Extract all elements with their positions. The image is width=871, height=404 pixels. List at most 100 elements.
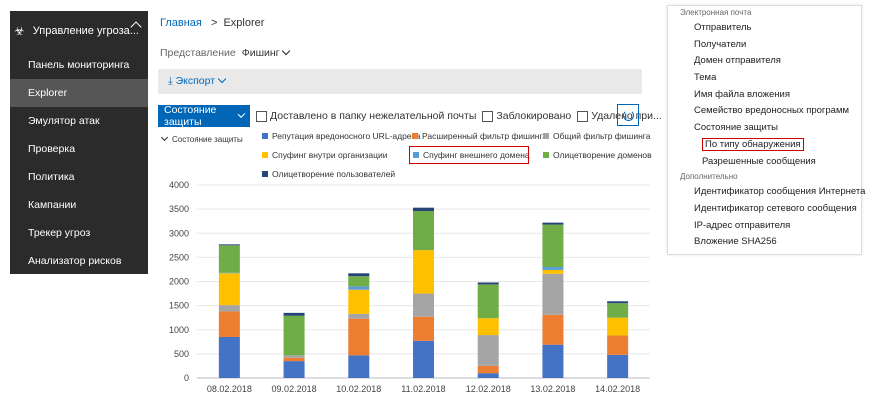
breadcrumb: Главная > Explorer xyxy=(160,17,264,29)
bar-segment[interactable] xyxy=(477,282,499,285)
legend-swatch xyxy=(543,133,549,139)
bar-segment[interactable] xyxy=(348,273,370,277)
panel-group-header-advanced: Дополнительно xyxy=(680,172,738,182)
panel-item-network-message-id[interactable]: Идентификатор сетевого сообщения xyxy=(694,202,857,214)
bar-segment[interactable] xyxy=(348,286,370,290)
bar-segment[interactable] xyxy=(218,305,240,312)
x-tick-label: 12.02.2018 xyxy=(466,384,511,394)
bar-segment[interactable] xyxy=(413,293,434,317)
panel-item-malware-family[interactable]: Семейство вредоносных программ xyxy=(694,105,850,117)
legend-entry[interactable]: Общий фильтр фишинга xyxy=(543,131,650,141)
sidebar-item-policy[interactable]: Политика xyxy=(28,171,75,183)
sidebar-item-campaigns[interactable]: Кампании xyxy=(28,199,77,211)
bar-segment[interactable] xyxy=(283,312,305,316)
breadcrumb-home-link[interactable]: Главная xyxy=(160,17,202,29)
bar-segment[interactable] xyxy=(413,207,434,212)
bar-segment[interactable] xyxy=(348,355,370,378)
legend-label: Олицетворение пользователей xyxy=(272,169,396,179)
legend-swatch xyxy=(262,171,268,177)
breadcrumb-current: Explorer xyxy=(223,17,265,29)
y-tick-label: 4000 xyxy=(169,180,189,190)
legend-label: Общий фильтр фишинга xyxy=(553,131,651,141)
export-label: Экспорт xyxy=(175,75,216,87)
checkbox-label: Доставлено в папку нежелательной почты xyxy=(270,110,477,122)
legend-entry[interactable]: Олицетворение доменов xyxy=(543,150,652,160)
bar-segment[interactable] xyxy=(413,211,434,251)
bar-segment[interactable] xyxy=(348,276,370,287)
bar-segment[interactable] xyxy=(218,311,240,337)
bar-segment[interactable] xyxy=(283,315,305,356)
view-selector-row: Представление Фишинг xyxy=(160,46,291,59)
legend-entry[interactable]: Олицетворение пользователей xyxy=(262,169,395,179)
bar-segment[interactable] xyxy=(218,336,240,378)
legend-entry[interactable]: Расширенный фильтр фишинга xyxy=(412,131,547,141)
panel-item-sender-ip[interactable]: IP-адрес отправителя xyxy=(694,219,791,231)
bar-segment[interactable] xyxy=(542,273,564,315)
legend-swatch xyxy=(413,152,419,158)
bar-segment[interactable] xyxy=(283,355,305,358)
bar-segment[interactable] xyxy=(477,335,499,366)
legend-entry[interactable]: Репутация вредоносного URL-адреса xyxy=(262,131,421,141)
sidebar-section-threat-management[interactable]: ☣ Управление угроза... xyxy=(10,11,148,51)
bar-segment[interactable] xyxy=(218,273,240,306)
bar-segment[interactable] xyxy=(542,222,564,225)
filter-checkbox-junk[interactable]: Доставлено в папку нежелательной почты xyxy=(256,110,476,122)
bar-segment[interactable] xyxy=(607,335,629,355)
bar-segment[interactable] xyxy=(542,224,564,268)
view-dropdown[interactable]: Фишинг xyxy=(241,46,291,59)
legend-title[interactable]: Состояние защиты xyxy=(160,133,243,144)
legend-entry[interactable]: Спуфинг внешнего домена xyxy=(413,150,530,160)
bar-segment[interactable] xyxy=(218,244,240,246)
filter-checkbox-blocked[interactable]: Заблокировано xyxy=(482,110,571,122)
panel-item-attachment-name[interactable]: Имя файла вложения xyxy=(694,88,791,100)
bar-segment[interactable] xyxy=(477,284,499,319)
sidebar-item-review[interactable]: Проверка xyxy=(28,143,76,155)
bar-segment[interactable] xyxy=(542,314,564,345)
sidebar-item-explorer[interactable]: Explorer xyxy=(10,79,148,107)
y-tick-label: 1000 xyxy=(169,325,189,335)
y-tick-label: 2000 xyxy=(169,277,189,287)
panel-item-internet-message-id[interactable]: Идентификатор сообщения Интернета xyxy=(694,186,866,198)
bar-segment[interactable] xyxy=(348,313,370,319)
bar-segment[interactable] xyxy=(477,365,499,374)
panel-item-sender-domain[interactable]: Домен отправителя xyxy=(694,55,781,67)
protection-state-dropdown[interactable]: Состояние защиты xyxy=(158,104,250,128)
sidebar-item-risk-analyzer[interactable]: Анализатор рисков xyxy=(28,255,122,267)
bar-segment[interactable] xyxy=(348,318,370,356)
bar-segment[interactable] xyxy=(607,317,629,336)
sidebar-item-threat-tracker[interactable]: Трекер угроз xyxy=(28,227,91,239)
bar-segment[interactable] xyxy=(542,269,564,274)
panel-item-by-detection-type[interactable]: По типу обнаружения xyxy=(668,137,861,154)
bar-segment[interactable] xyxy=(218,245,240,273)
bar-segment[interactable] xyxy=(283,361,305,378)
refresh-button[interactable] xyxy=(617,104,639,126)
bar-segment[interactable] xyxy=(607,354,629,378)
y-tick-label: 1500 xyxy=(169,301,189,311)
panel-item-allowed-messages[interactable]: Разрешенные сообщения xyxy=(702,155,816,167)
panel-item-subject[interactable]: Тема xyxy=(694,72,717,84)
bar-segment[interactable] xyxy=(542,267,564,270)
sidebar-item-dashboard[interactable]: Панель мониторинга xyxy=(28,59,130,71)
export-button[interactable]: ⤓ Экспорт xyxy=(168,74,227,88)
bar-segment[interactable] xyxy=(283,357,305,362)
bar-segment[interactable] xyxy=(413,250,434,294)
legend-label: Расширенный фильтр фишинга xyxy=(422,131,548,141)
panel-item-sender[interactable]: Отправитель xyxy=(694,22,752,33)
bar-segment[interactable] xyxy=(607,303,629,318)
panel-item-protection-state[interactable]: Состояние защиты xyxy=(694,122,778,134)
panel-item-attachment-sha256[interactable]: Вложение SHA256 xyxy=(694,236,777,248)
biohazard-icon: ☣ xyxy=(14,24,25,38)
bar-segment[interactable] xyxy=(348,289,370,314)
view-value: Фишинг xyxy=(241,47,280,59)
bar-segment[interactable] xyxy=(477,318,499,336)
bar-segment[interactable] xyxy=(542,344,564,378)
bar-segment[interactable] xyxy=(607,301,629,304)
panel-item-recipients[interactable]: Получатели xyxy=(694,38,747,50)
bar-segment[interactable] xyxy=(413,340,434,378)
y-tick-label: 3000 xyxy=(169,228,189,238)
legend-entry[interactable]: Спуфинг внутри организации xyxy=(262,150,388,160)
bar-segment[interactable] xyxy=(413,316,434,341)
bar-segment[interactable] xyxy=(477,373,499,378)
sidebar-item-attack-simulator[interactable]: Эмулятор атак xyxy=(28,115,100,127)
panel-group-header-email: Электронная почта xyxy=(680,8,752,17)
